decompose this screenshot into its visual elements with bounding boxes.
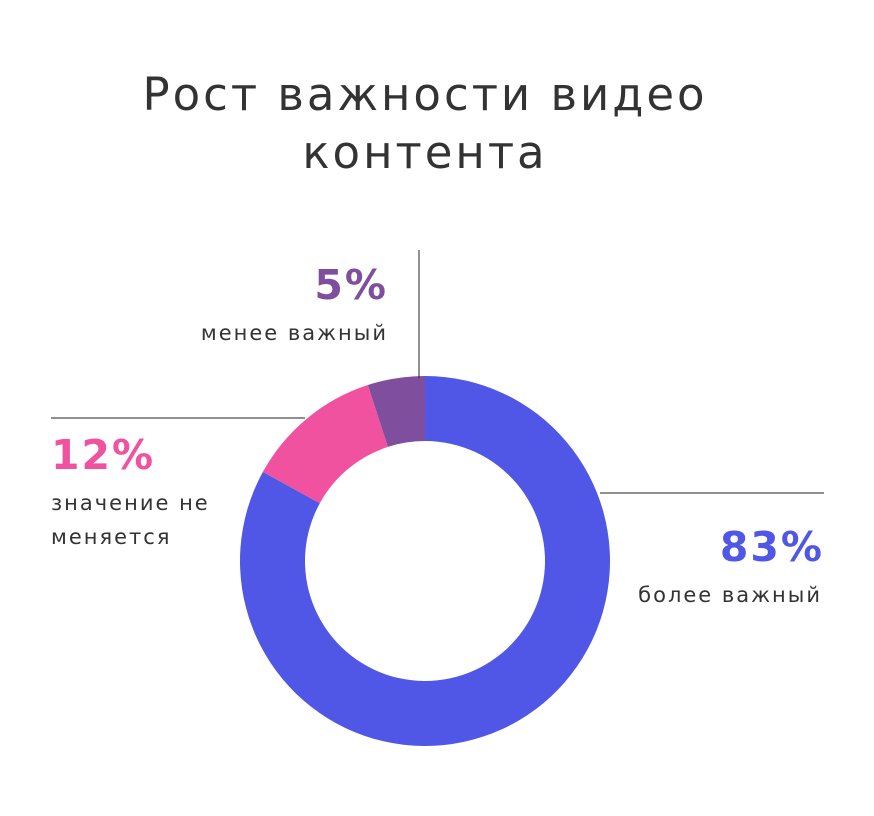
slice-label-more-important: более важный: [638, 583, 822, 607]
slice-label-unchanged: значение не меняется: [51, 491, 210, 549]
donut-slices: [239, 375, 610, 746]
slice-label-less-important: менее важный: [200, 321, 388, 345]
chart-title: Рост важности видео контента: [142, 68, 708, 179]
slice-unchanged: [262, 385, 388, 504]
slice-less-important: [367, 376, 425, 447]
slice-value-unchanged: 12%: [51, 431, 156, 479]
slice-value-less-important: 5%: [314, 261, 388, 309]
slice-more-important: [239, 375, 610, 746]
slice-value-more-important: 83%: [719, 523, 824, 571]
